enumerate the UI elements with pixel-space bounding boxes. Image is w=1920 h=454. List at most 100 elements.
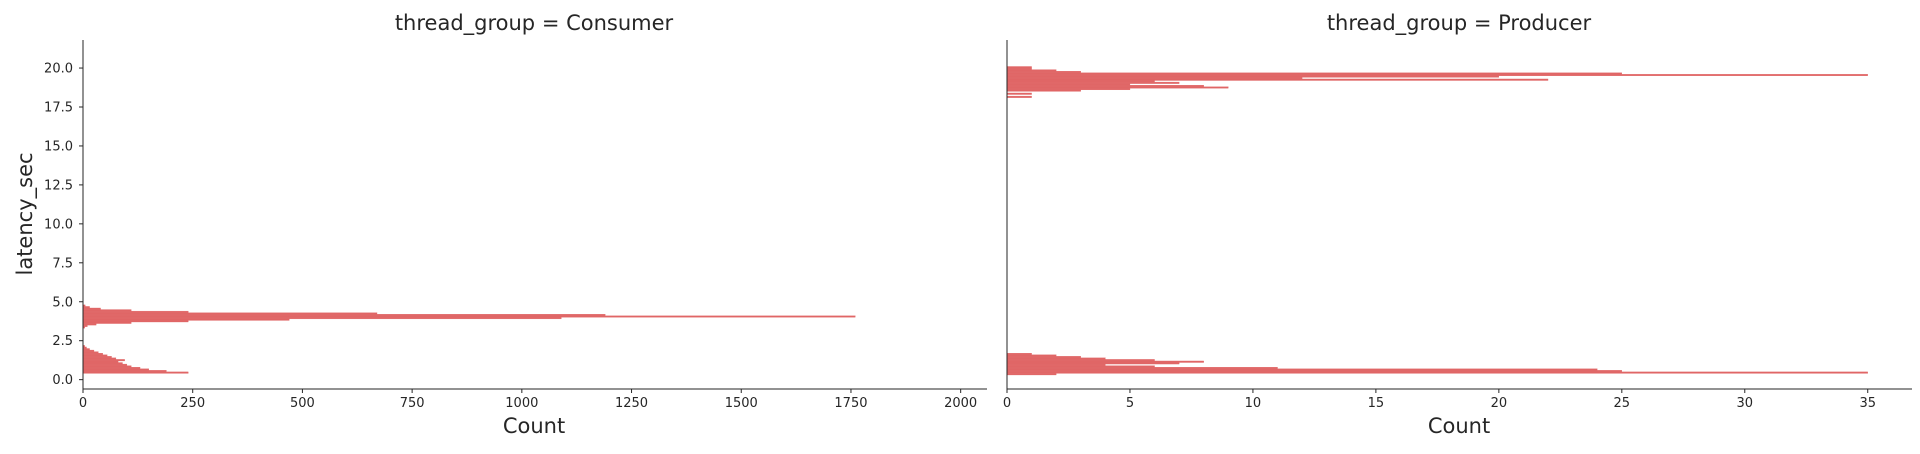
histogram-bar [1006,74,1868,76]
histogram-bar [1006,77,1303,80]
histogram-bar [1006,69,1057,72]
facet-title-consumer: thread_group = Consumer [395,11,674,36]
histogram-bar [82,354,108,357]
histogram-bar [1006,365,1155,368]
x-tick-label: 0 [1003,396,1011,411]
histogram-bar [1006,359,1155,362]
histogram-bar [1006,373,1057,376]
histogram-bar [82,367,141,369]
histogram-bar [1006,92,1032,95]
consumer-y-ticks: 0.0 2.5 5.0 7.5 10.0 12.5 15.0 17.5 20.0 [44,62,83,388]
x-tick-label: 20 [1491,396,1508,411]
x-tick-label: 1250 [615,396,648,411]
histogram-bar [1006,360,1204,363]
histogram-bar [82,349,95,352]
histogram-bar [1006,72,1622,75]
facet-producer: thread_group = Producer 0 5 10 15 20 25 30 35 C… [1003,11,1912,438]
histogram-bar [82,323,97,326]
histogram-bar [82,368,149,371]
histogram-bar [82,356,112,358]
histogram-bar [82,363,128,366]
histogram-bar [1006,83,1131,86]
histogram-bar [82,315,856,318]
histogram-bar [82,371,189,374]
histogram-bar [82,317,562,320]
histogram-bar [1006,363,1106,366]
histogram-bar [1006,81,1180,84]
x-tick-label: 250 [180,396,205,411]
consumer-x-ticks: 0 250 500 750 1000 1250 1500 1750 2000 [79,389,977,411]
histogram-bar [1006,88,1131,91]
facet-consumer: thread_group = Consumer 0 250 500 750 1000 12… [13,11,987,438]
histogram-bar [82,351,99,354]
histogram-bar [1006,71,1081,73]
y-tick-label: 15.0 [44,139,73,154]
histogram-bar [1006,80,1155,83]
histogram-bar [82,307,101,310]
histogram-bar [1006,354,1057,357]
histogram-bar [1006,89,1081,92]
y-tick-label: 7.5 [52,256,73,271]
histogram-bar [1006,357,1106,360]
x-tick-label: 1000 [505,396,538,411]
x-tick-label: 15 [1368,396,1385,411]
y-tick-label: 2.5 [52,334,73,349]
histogram-bar [1006,66,1032,69]
histogram-bar [1006,367,1278,369]
histogram-bar [82,346,87,349]
histogram-bar [82,320,189,323]
producer-x-axis-title: Count [1428,414,1490,438]
x-tick-label: 30 [1736,396,1753,411]
histogram-bar [1006,356,1081,358]
histogram-bar [82,357,117,360]
histogram-bar [82,359,125,362]
histogram-bar [1006,86,1229,89]
x-tick-label: 5 [1126,396,1134,411]
histogram-bar [82,321,132,324]
y-axis-title: latency_sec [13,152,38,275]
histogram-bar [82,353,103,355]
histogram-bar [82,306,90,309]
x-tick-label: 25 [1614,396,1631,411]
histogram-bar [1006,353,1032,355]
y-tick-label: 12.5 [44,178,73,193]
x-tick-label: 2000 [944,396,977,411]
histogram-bar [1006,95,1032,98]
y-tick-label: 10.0 [44,217,73,232]
consumer-x-axis-title: Count [503,414,565,438]
x-tick-label: 0 [79,396,87,411]
histogram-bar [1006,75,1499,78]
histogram-bar [82,360,119,363]
x-tick-label: 500 [290,396,315,411]
histogram-bar [82,309,132,312]
y-tick-label: 5.0 [52,295,73,310]
x-tick-label: 1500 [725,396,758,411]
y-tick-label: 17.5 [44,100,73,115]
y-tick-label: 20.0 [44,62,73,77]
producer-x-ticks: 0 5 10 15 20 25 30 35 [1003,389,1876,411]
histogram-bar [1006,85,1204,87]
histogram-bar [82,318,290,321]
y-tick-label: 0.0 [52,373,73,388]
histogram-bar [1006,370,1622,373]
histogram-bar [1006,371,1868,374]
histogram-bar [82,312,378,315]
histogram-bar [82,365,132,368]
histogram-bar [82,314,606,316]
histogram-bar [1006,78,1549,81]
producer-bars [1006,66,1868,376]
histogram-bar [82,362,123,365]
histogram-bar [82,324,88,327]
histogram-bar [82,310,189,313]
consumer-bars [82,304,856,374]
histogram-bar [1006,362,1180,365]
histogram-bar [82,370,167,373]
x-tick-label: 1750 [834,396,867,411]
facet-title-producer: thread_group = Producer [1327,11,1592,36]
histogram-bar [1006,368,1598,371]
x-tick-label: 750 [400,396,425,411]
histogram-bar [1006,67,1032,70]
histogram-bar [82,348,90,351]
